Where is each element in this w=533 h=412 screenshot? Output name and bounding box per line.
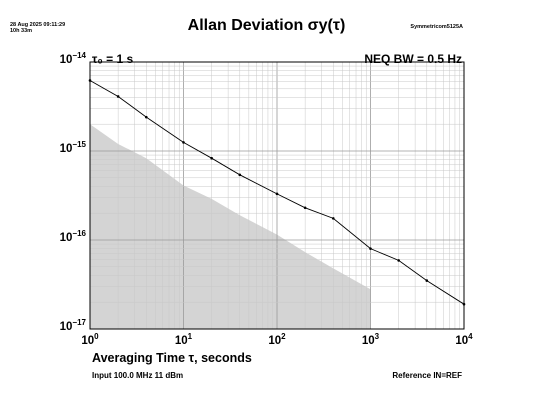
adev-data-point bbox=[303, 206, 307, 210]
x-tick-label: 102 bbox=[268, 332, 286, 347]
timestamp: 28 Aug 2025 09:11:29 bbox=[10, 22, 66, 28]
reference-info: Reference IN=REF bbox=[392, 371, 462, 380]
adev-data-point bbox=[369, 247, 372, 250]
tau0-label: τ₀ = 1 s bbox=[92, 52, 134, 66]
x-tick-label: 104 bbox=[455, 332, 473, 347]
adev-data-point bbox=[425, 279, 429, 282]
adev-data-point bbox=[144, 115, 148, 119]
y-tick-label: 10−17 bbox=[59, 318, 86, 333]
x-axis-label: Averaging Time τ, seconds bbox=[92, 351, 252, 365]
elapsed-time: 10h 33m bbox=[10, 28, 33, 34]
neq-bw-label: NEQ BW = 0.5 Hz bbox=[364, 52, 462, 66]
adev-data-point bbox=[182, 141, 185, 144]
noise-floor-area bbox=[90, 124, 371, 329]
y-tick-label: 10−16 bbox=[59, 229, 86, 244]
plot-frame bbox=[89, 61, 465, 330]
x-tick-label: 103 bbox=[361, 332, 380, 347]
adev-data-point bbox=[210, 156, 213, 160]
y-tick-label: 10−15 bbox=[59, 140, 86, 155]
adev-data-point bbox=[397, 259, 400, 262]
x-tick-label: 101 bbox=[174, 332, 193, 347]
adev-data-point bbox=[331, 217, 335, 220]
adev-data-point bbox=[116, 95, 120, 98]
chart-title: Allan Deviation σy(τ) bbox=[187, 17, 346, 34]
adev-data-point bbox=[238, 173, 242, 177]
adev-data-point bbox=[462, 302, 466, 306]
instrument-name: Symmetricom5125A bbox=[410, 24, 463, 30]
input-info: Input 100.0 MHz 11 dBm bbox=[92, 371, 184, 380]
adev-data-point bbox=[88, 79, 92, 82]
y-tick-label: 10−14 bbox=[59, 51, 86, 66]
adev-data-point bbox=[275, 192, 279, 196]
x-tick-label: 100 bbox=[81, 332, 99, 347]
